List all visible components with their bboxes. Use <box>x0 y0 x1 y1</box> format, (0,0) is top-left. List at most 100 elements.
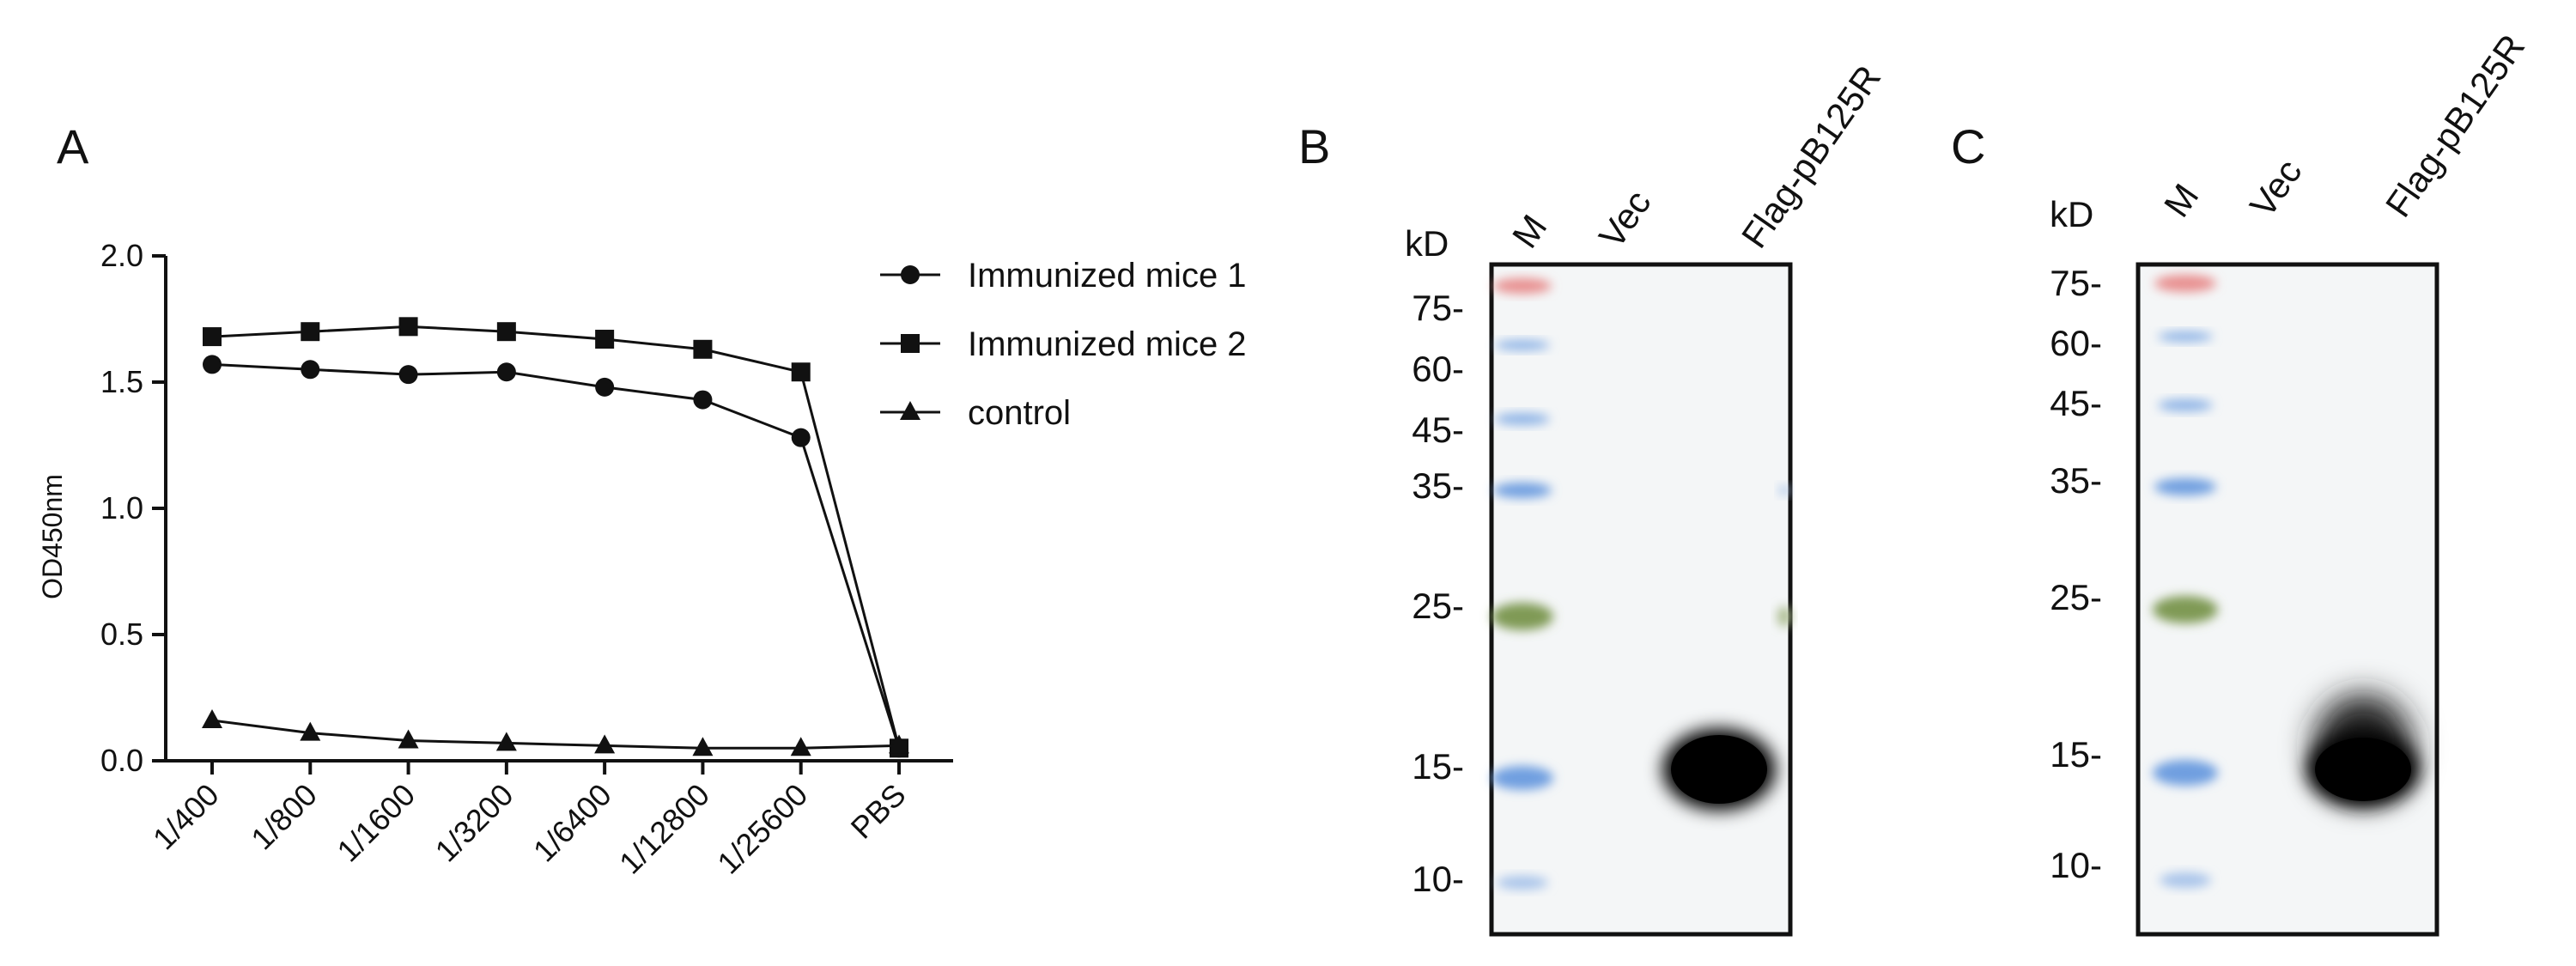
x-axis-ticks: 1/400 1/800 1/1600 1/3200 1/64001/128001/256… <box>146 761 913 881</box>
blot-b-target-band-core <box>1671 735 1767 804</box>
blot-c: kD M Vec Flag-pB125R 75- 60- 45- 35- 25-… <box>2050 27 2532 937</box>
series-2 <box>203 317 908 758</box>
x-tick-label: PBS <box>844 777 913 846</box>
line-chart: OD450nm 0.0 0.5 1.0 1.5 2.0 1/400 1/800 1/1600… <box>37 238 1247 881</box>
data-point <box>301 360 320 380</box>
ladder-band-35 <box>1493 483 1552 498</box>
marker-label-45: 45- <box>1412 410 1464 450</box>
x-tick-label: 1/6400 <box>526 777 618 869</box>
x-tick-label: 1/800 <box>244 777 324 857</box>
ladder-band-15 <box>2153 760 2218 786</box>
x-tick-label: 1/1600 <box>330 777 422 869</box>
ladder-band-25 <box>1492 603 1553 630</box>
marker-label-35: 35- <box>2050 460 2102 501</box>
edge-spot <box>1777 606 1791 627</box>
legend-item: control <box>880 394 1071 432</box>
data-point <box>595 330 615 349</box>
blot-b-markers: 75- 60- 45- 35- 25- 15- 10- <box>1412 288 1464 899</box>
blot-b-unit: kD <box>1405 223 1449 264</box>
y-tick-label: 0.5 <box>100 617 143 652</box>
x-tick-label: 1/3200 <box>428 777 520 869</box>
legend-label: control <box>968 394 1071 432</box>
legend-item: Immunized mice 1 <box>880 257 1247 295</box>
data-point <box>595 377 615 397</box>
x-tick-label: 1/12800 <box>612 777 716 881</box>
ladder-band-35 <box>2154 478 2216 495</box>
data-point <box>300 721 321 741</box>
blot-b-ladder <box>1492 278 1553 890</box>
ladder-band-60 <box>2158 331 2213 342</box>
y-axis-ticks: 0.0 0.5 1.0 1.5 2.0 <box>100 238 166 778</box>
marker-label-45: 45- <box>2050 383 2102 423</box>
data-point <box>202 708 222 728</box>
marker-label-15: 15- <box>1412 746 1464 787</box>
marker-label-15: 15- <box>2050 734 2102 775</box>
data-point <box>496 362 516 382</box>
legend-label: Immunized mice 1 <box>968 257 1247 295</box>
series-3 <box>202 708 909 756</box>
data-point <box>398 365 418 385</box>
legend: Immunized mice 1 Immunized mice 2 control <box>880 257 1247 432</box>
series-line <box>211 325 901 749</box>
legend-marker <box>901 265 920 284</box>
legend-label: Immunized mice 2 <box>968 325 1247 363</box>
blot-b-lane-vec: Vec <box>1591 183 1659 255</box>
y-tick-label: 0.0 <box>100 743 143 778</box>
marker-label-25: 25- <box>2050 577 2102 617</box>
panel-a-letter: A <box>57 119 89 173</box>
data-point <box>496 322 516 342</box>
blot-b-lane-flag: Flag-pB125R <box>1734 58 1888 255</box>
ladder-band-75 <box>1493 278 1552 294</box>
marker-label-60: 60- <box>2050 323 2102 363</box>
blot-b-lane-m: M <box>1504 208 1555 256</box>
data-point <box>693 339 713 359</box>
data-point <box>791 428 811 447</box>
y-tick-label: 1.5 <box>100 364 143 399</box>
data-point <box>398 317 418 337</box>
marker-label-75: 75- <box>2050 263 2102 303</box>
x-tick-label: 1/25600 <box>710 777 814 881</box>
blot-b-membrane <box>1489 262 1793 937</box>
series-line <box>211 719 900 750</box>
y-tick-label: 1.0 <box>100 490 143 526</box>
data-point <box>203 327 222 347</box>
series-line <box>211 362 901 749</box>
ladder-band-45 <box>2158 399 2213 411</box>
marker-label-75: 75- <box>1412 288 1464 328</box>
ladder-band-60 <box>1495 340 1550 350</box>
marker-label-25: 25- <box>1412 586 1464 626</box>
marker-label-10: 10- <box>1412 859 1464 899</box>
data-point <box>693 390 713 410</box>
y-tick-label: 2.0 <box>100 238 143 273</box>
legend-marker <box>900 401 920 420</box>
blot-c-markers: 75- 60- 45- 35- 25- 15- 10- <box>2050 263 2102 885</box>
data-point <box>790 737 811 756</box>
y-axis-title: OD450nm <box>37 474 68 599</box>
ladder-band-15 <box>1492 766 1553 790</box>
data-point <box>495 732 517 751</box>
data-point <box>692 737 714 756</box>
ladder-band-25 <box>2153 596 2218 623</box>
data-point <box>301 322 320 342</box>
blot-c-lane-m: M <box>2156 177 2207 225</box>
edge-spot <box>1779 485 1789 495</box>
marker-label-10: 10- <box>2050 845 2102 885</box>
ladder-band-75 <box>2154 275 2216 292</box>
ladder-band-10 <box>1497 876 1548 890</box>
marker-label-60: 60- <box>1412 349 1464 389</box>
panel-b-letter: B <box>1298 119 1330 173</box>
series-layer <box>202 317 909 758</box>
blot-c-lane-vec: Vec <box>2242 152 2310 224</box>
legend-item: Immunized mice 2 <box>880 325 1247 363</box>
ladder-band-10 <box>2160 872 2211 888</box>
blot-c-target-band-core <box>2315 738 2411 801</box>
x-tick-label: 1/400 <box>146 777 226 857</box>
marker-label-35: 35- <box>1412 465 1464 506</box>
data-point <box>889 734 909 754</box>
data-point <box>791 362 811 382</box>
data-point <box>398 729 419 749</box>
data-point <box>203 355 222 374</box>
blot-c-ladder <box>2153 275 2218 888</box>
blot-c-unit: kD <box>2050 194 2093 234</box>
